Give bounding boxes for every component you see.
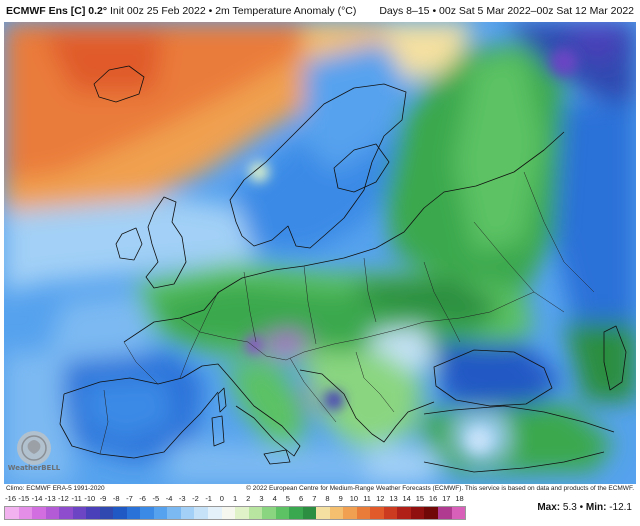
init-and-field-label: Init 00z 25 Feb 2022 • 2m Temperature An… [107, 5, 357, 17]
legend-color-swatch [424, 507, 438, 519]
legend-color-swatch [235, 507, 249, 519]
copyright-note: © 2022 European Centre for Medium-Range … [246, 485, 634, 492]
legend-color-swatch [289, 507, 303, 519]
legend-colorbar [4, 506, 466, 520]
legend-tick-label: -5 [152, 494, 160, 503]
min-label: Min: [585, 502, 607, 513]
legend-color-swatch [248, 507, 263, 519]
map-title: ECMWF Ens [C] 0.2° Init 00z 25 Feb 2022 … [6, 5, 356, 17]
legend-color-swatch [72, 507, 87, 519]
legend-tick-label: -3 [178, 494, 186, 503]
legend-tick-label: 6 [298, 494, 304, 503]
legend-tick-label: -2 [192, 494, 199, 503]
legend-color-swatch [113, 507, 127, 519]
legend-tick-label: 0 [219, 494, 224, 503]
legend-color-swatch [410, 507, 425, 519]
map-footer: Climo: ECMWF ERA-5 1991-2020 © 2022 Euro… [4, 484, 636, 494]
legend-tick-label: -7 [126, 494, 133, 503]
legend-tick-label: -16 [5, 494, 17, 503]
max-label: Max: [537, 502, 561, 513]
legend-color-swatch [86, 507, 100, 519]
max-min-summary: Max: 5.3 • Min: -12.1 [537, 502, 632, 513]
legend-tick-label: 16 [428, 494, 438, 503]
anomaly-shading [4, 22, 636, 484]
legend-color-swatch [383, 507, 398, 519]
legend-color-swatch [302, 507, 317, 519]
legend-tick-label: -15 [18, 494, 30, 503]
legend-tick-label: -14 [31, 494, 43, 503]
legend-color-swatch [18, 507, 33, 519]
legend-tick-label: -8 [112, 494, 120, 503]
legend-tick-label: 1 [232, 494, 238, 503]
legend-color-swatch [451, 507, 466, 519]
min-value: -12.1 [609, 502, 632, 513]
detail-shading [245, 48, 578, 452]
logo-text: WeatherBELL [8, 464, 61, 472]
legend-color-swatch [167, 507, 181, 519]
legend-color-swatch [153, 507, 168, 519]
legend-color-swatch [45, 507, 60, 519]
legend-tick-label: 14 [402, 494, 411, 503]
anomaly-map [4, 22, 636, 484]
legend-color-swatch [316, 507, 330, 519]
legend-tick-label: -1 [205, 494, 212, 503]
legend-color-swatch [329, 507, 344, 519]
legend-color-swatch [140, 507, 154, 519]
legend-tick-label: -6 [139, 494, 146, 503]
legend-color-swatch [370, 507, 384, 519]
legend-tick-label: 15 [415, 494, 425, 503]
legend-color-swatch [438, 507, 452, 519]
legend-color-swatch [275, 507, 290, 519]
legend-color-swatch [262, 507, 276, 519]
model-label: ECMWF Ens [C] 0.2° [6, 5, 108, 17]
legend-ticks: -16 -15 -14 -13 -12 -11 -10 -9 -8 -7 -6 -5 -4 -3 -2 -1 0… [4, 494, 466, 505]
max-value: 5.3 [562, 502, 577, 513]
legend-color-swatch [221, 507, 236, 519]
legend-color-swatch [5, 507, 19, 519]
legend-tick-label: -11 [71, 494, 82, 503]
coastlines [59, 65, 627, 473]
legend-tick-label: 4 [272, 494, 277, 503]
legend-tick-label: -13 [44, 494, 56, 503]
legend-color-swatch [343, 507, 357, 519]
legend-tick-label: 8 [325, 494, 330, 503]
legend-tick-label: 12 [376, 494, 385, 503]
legend-color-swatch [126, 507, 141, 519]
legend-color-swatch [207, 507, 222, 519]
legend-tick-label: 3 [259, 494, 264, 503]
legend-color-swatch [194, 507, 208, 519]
map-header: ECMWF Ens [C] 0.2° Init 00z 25 Feb 2022 … [0, 0, 640, 22]
legend-tick-label: -12 [57, 494, 69, 503]
borders [99, 171, 595, 455]
legend-tick-label: 7 [312, 494, 317, 503]
color-legend: -16 -15 -14 -13 -12 -11 -10 -9 -8 -7 -6 -5 -4 -3 -2 -1 0… [4, 494, 636, 526]
legend-tick-label: 13 [389, 494, 398, 503]
valid-period-label: Days 8–15 • 00z Sat 5 Mar 2022–00z Sat 1… [379, 5, 634, 17]
legend-tick-label: 17 [442, 494, 451, 503]
legend-tick-label: 9 [338, 494, 343, 503]
legend-tick-label: 2 [246, 494, 251, 503]
legend-color-swatch [59, 507, 73, 519]
climatology-note: Climo: ECMWF ERA-5 1991-2020 [6, 485, 105, 492]
legend-color-swatch [397, 507, 411, 519]
legend-color-swatch [356, 507, 371, 519]
weatherbell-logo: WeatherBELL [6, 426, 62, 476]
legend-tick-label: 18 [455, 494, 464, 503]
legend-tick-label: 11 [363, 494, 371, 503]
legend-tick-label: 10 [349, 494, 359, 503]
separator-dot: • [579, 502, 586, 513]
legend-color-swatch [32, 507, 46, 519]
legend-color-swatch [99, 507, 114, 519]
legend-tick-label: 5 [285, 494, 290, 503]
legend-tick-label: -4 [165, 494, 173, 503]
legend-tick-label: -9 [99, 494, 107, 503]
legend-tick-label: -10 [84, 494, 96, 503]
legend-color-swatch [180, 507, 195, 519]
